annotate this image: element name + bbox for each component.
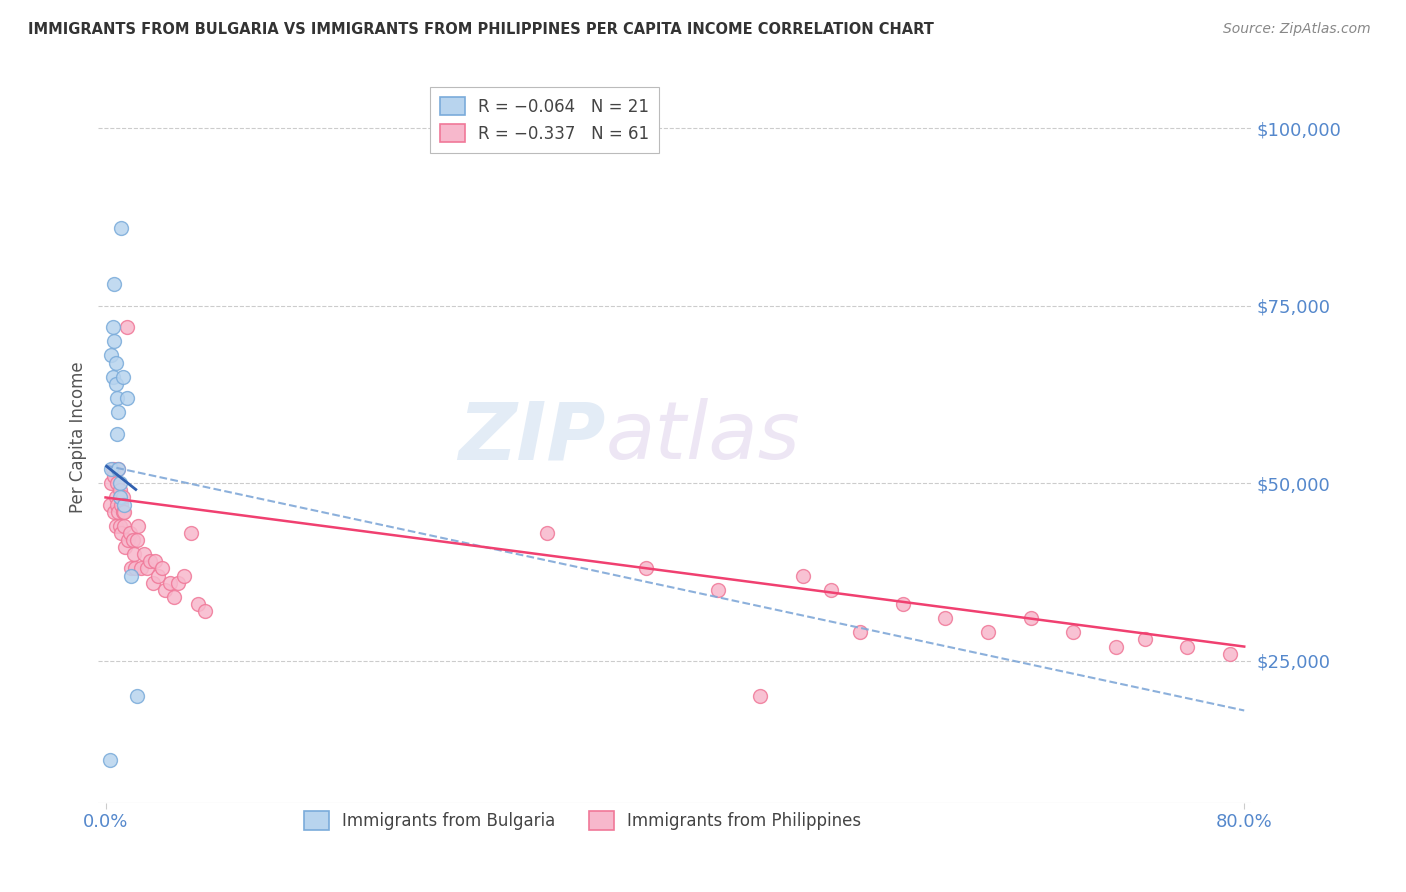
- Point: [101, 369, 124, 384]
- Point: [1133, 632, 1156, 647]
- Point: [135, 561, 157, 575]
- Point: [749, 690, 772, 704]
- Point: [103, 469, 125, 483]
- Point: [187, 597, 209, 611]
- Text: atlas: atlas: [606, 398, 800, 476]
- Point: [1175, 640, 1198, 654]
- Point: [122, 547, 145, 561]
- Point: [110, 525, 132, 540]
- Point: [138, 554, 160, 568]
- Point: [103, 505, 125, 519]
- Point: [110, 498, 132, 512]
- Point: [163, 590, 186, 604]
- Legend: Immigrants from Bulgaria, Immigrants from Philippines: Immigrants from Bulgaria, Immigrants fro…: [295, 803, 870, 838]
- Point: [98, 753, 121, 767]
- Point: [101, 462, 124, 476]
- Point: [105, 391, 128, 405]
- Point: [125, 533, 148, 547]
- Point: [706, 582, 728, 597]
- Point: [108, 519, 131, 533]
- Point: [108, 483, 131, 498]
- Point: [118, 525, 141, 540]
- Point: [100, 476, 122, 491]
- Point: [98, 498, 121, 512]
- Point: [194, 604, 217, 618]
- Point: [111, 505, 134, 519]
- Text: Source: ZipAtlas.com: Source: ZipAtlas.com: [1223, 22, 1371, 37]
- Point: [110, 220, 132, 235]
- Point: [125, 690, 148, 704]
- Point: [104, 355, 127, 369]
- Point: [104, 376, 127, 391]
- Text: IMMIGRANTS FROM BULGARIA VS IMMIGRANTS FROM PHILIPPINES PER CAPITA INCOME CORREL: IMMIGRANTS FROM BULGARIA VS IMMIGRANTS F…: [28, 22, 934, 37]
- Point: [820, 582, 842, 597]
- Point: [934, 611, 956, 625]
- Point: [891, 597, 914, 611]
- Point: [115, 391, 138, 405]
- Point: [117, 533, 139, 547]
- Point: [111, 491, 134, 505]
- Point: [132, 547, 155, 561]
- Point: [636, 561, 658, 575]
- Point: [115, 320, 138, 334]
- Point: [105, 476, 128, 491]
- Point: [1105, 640, 1128, 654]
- Point: [105, 498, 128, 512]
- Point: [536, 525, 558, 540]
- Point: [100, 348, 122, 362]
- Point: [155, 582, 177, 597]
- Point: [107, 462, 129, 476]
- Point: [112, 498, 135, 512]
- Point: [103, 334, 125, 349]
- Point: [111, 369, 134, 384]
- Point: [141, 575, 163, 590]
- Point: [101, 320, 124, 334]
- Point: [121, 533, 143, 547]
- Point: [114, 540, 136, 554]
- Text: ZIP: ZIP: [458, 398, 606, 476]
- Point: [120, 568, 142, 582]
- Point: [849, 625, 872, 640]
- Point: [180, 525, 202, 540]
- Point: [107, 405, 129, 419]
- Point: [167, 575, 190, 590]
- Point: [1019, 611, 1042, 625]
- Point: [124, 561, 146, 575]
- Point: [105, 426, 128, 441]
- Point: [103, 277, 125, 292]
- Point: [173, 568, 195, 582]
- Point: [108, 476, 131, 491]
- Point: [1062, 625, 1084, 640]
- Point: [129, 561, 152, 575]
- Point: [143, 554, 166, 568]
- Point: [159, 575, 181, 590]
- Point: [977, 625, 1000, 640]
- Y-axis label: Per Capita Income: Per Capita Income: [69, 361, 87, 513]
- Point: [112, 505, 135, 519]
- Point: [112, 519, 135, 533]
- Point: [148, 568, 170, 582]
- Point: [792, 568, 814, 582]
- Point: [127, 519, 149, 533]
- Point: [104, 519, 127, 533]
- Point: [104, 491, 127, 505]
- Point: [1219, 647, 1241, 661]
- Point: [152, 561, 174, 575]
- Point: [107, 462, 129, 476]
- Point: [107, 505, 129, 519]
- Point: [108, 491, 131, 505]
- Point: [100, 462, 122, 476]
- Point: [120, 561, 142, 575]
